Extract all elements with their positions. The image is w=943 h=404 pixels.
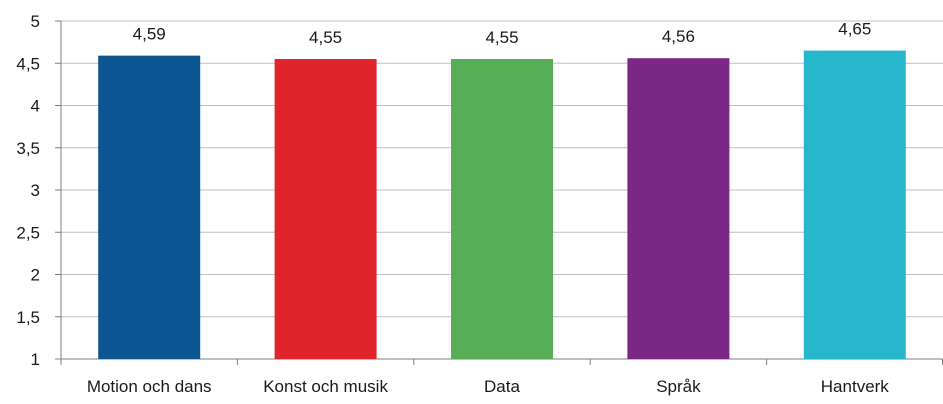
y-tick-label: 5	[31, 12, 40, 31]
bars	[98, 50, 906, 360]
bar-value-label: 4,59	[133, 25, 166, 44]
x-tick-label: Data	[484, 377, 520, 396]
x-tick-label: Motion och dans	[87, 377, 212, 396]
y-tick-label: 4,5	[16, 54, 40, 73]
y-tick-label: 2	[31, 266, 40, 285]
y-tick-label: 4	[31, 97, 40, 116]
bar-value-label: 4,56	[662, 27, 695, 46]
bar-value-label: 4,55	[309, 28, 342, 47]
bar	[627, 58, 730, 360]
x-tick-label: Språk	[656, 377, 701, 396]
x-tick-label: Konst och musik	[263, 377, 388, 396]
bar	[451, 59, 553, 360]
y-tick-label: 3	[31, 181, 40, 200]
bar	[803, 50, 906, 359]
y-tick-label: 2,5	[16, 223, 40, 242]
y-tick-label: 3,5	[16, 139, 40, 158]
bar-value-label: 4,65	[838, 20, 871, 39]
bar	[98, 55, 201, 360]
bar-value-label: 4,55	[485, 28, 518, 47]
x-tick-labels: Motion och dans Konst och musik Data Språk H…	[87, 377, 889, 396]
y-tick-label: 1,5	[16, 308, 40, 327]
data-labels: 4,59 4,55 4,55 4,56 4,65	[133, 20, 872, 47]
bar	[274, 59, 377, 360]
y-tick-label: 1	[31, 350, 40, 369]
x-tick-label: Hantverk	[821, 377, 890, 396]
y-tick-labels: 1 1,5 2 2,5 3 3,5 4 4,5 5	[16, 12, 40, 369]
